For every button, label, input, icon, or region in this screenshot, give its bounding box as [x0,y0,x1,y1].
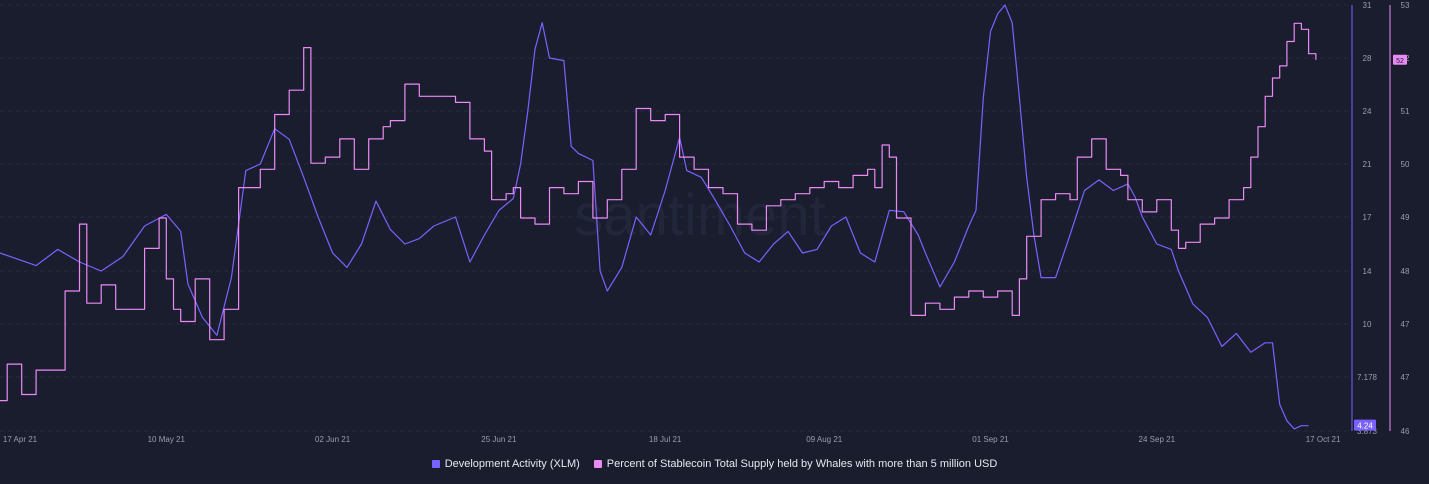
legend: Development Activity (XLM) Percent of St… [0,458,1429,470]
left-axis-tick-label: 21 [1363,160,1372,169]
whales-pct-value-label: 52 [1396,58,1404,65]
left-axis-tick-label: 17 [1363,213,1372,222]
x-tick-label: 17 Apr 21 [3,435,38,444]
x-tick-label: 24 Sep 21 [1139,435,1176,444]
right-axis-tick-label: 48 [1401,267,1410,276]
left-axis-tick-label: 10 [1363,320,1372,329]
right-axis-tick-label: 47 [1401,320,1410,329]
left-axis-tick-label: 3.873 [1357,427,1378,436]
x-tick-label: 01 Sep 21 [972,435,1009,444]
dev-activity-value-badge [1354,419,1376,431]
right-axis-tick-label: 49 [1401,213,1410,222]
legend-swatch-whales [593,460,602,468]
whales-pct-line [0,22,1317,402]
left-axis-tick-label: 24 [1363,107,1372,116]
whales-pct-value-badge [1393,54,1407,65]
legend-item-whales[interactable]: Percent of Stablecoin Total Supply held … [593,458,998,470]
left-axis-tick-label: 7.178 [1357,373,1378,382]
right-axis-tick-label: 53 [1401,1,1410,10]
right-axis-tick-label: 50 [1401,160,1410,169]
legend-item-dev-activity[interactable]: Development Activity (XLM) [431,458,580,470]
x-tick-label: 09 Aug 21 [806,435,843,444]
x-tick-label: 17 Oct 21 [1306,435,1341,444]
right-axis-tick-label: 51 [1401,107,1410,116]
x-tick-label: 18 Jul 21 [649,435,682,444]
watermark: santiment [574,183,825,248]
x-tick-label: 25 Jun 21 [481,435,517,444]
x-tick-label: 10 May 21 [148,435,186,444]
left-axis-tick-label: 28 [1363,54,1372,63]
left-axis-tick-label: 14 [1363,267,1372,276]
right-axis-tick-label: 46 [1401,427,1410,436]
dev-activity-line [0,4,1309,430]
legend-label-whales: Percent of Stablecoin Total Supply held … [606,458,998,470]
right-axis-tick-label: 47 [1401,373,1410,382]
left-axis-tick-label: 31 [1363,1,1372,10]
legend-label-dev-activity: Development Activity (XLM) [444,458,580,470]
x-tick-label: 02 Jun 21 [315,435,351,444]
legend-swatch-dev-activity [431,460,440,468]
dev-activity-value-label: 4.24 [1357,422,1373,431]
